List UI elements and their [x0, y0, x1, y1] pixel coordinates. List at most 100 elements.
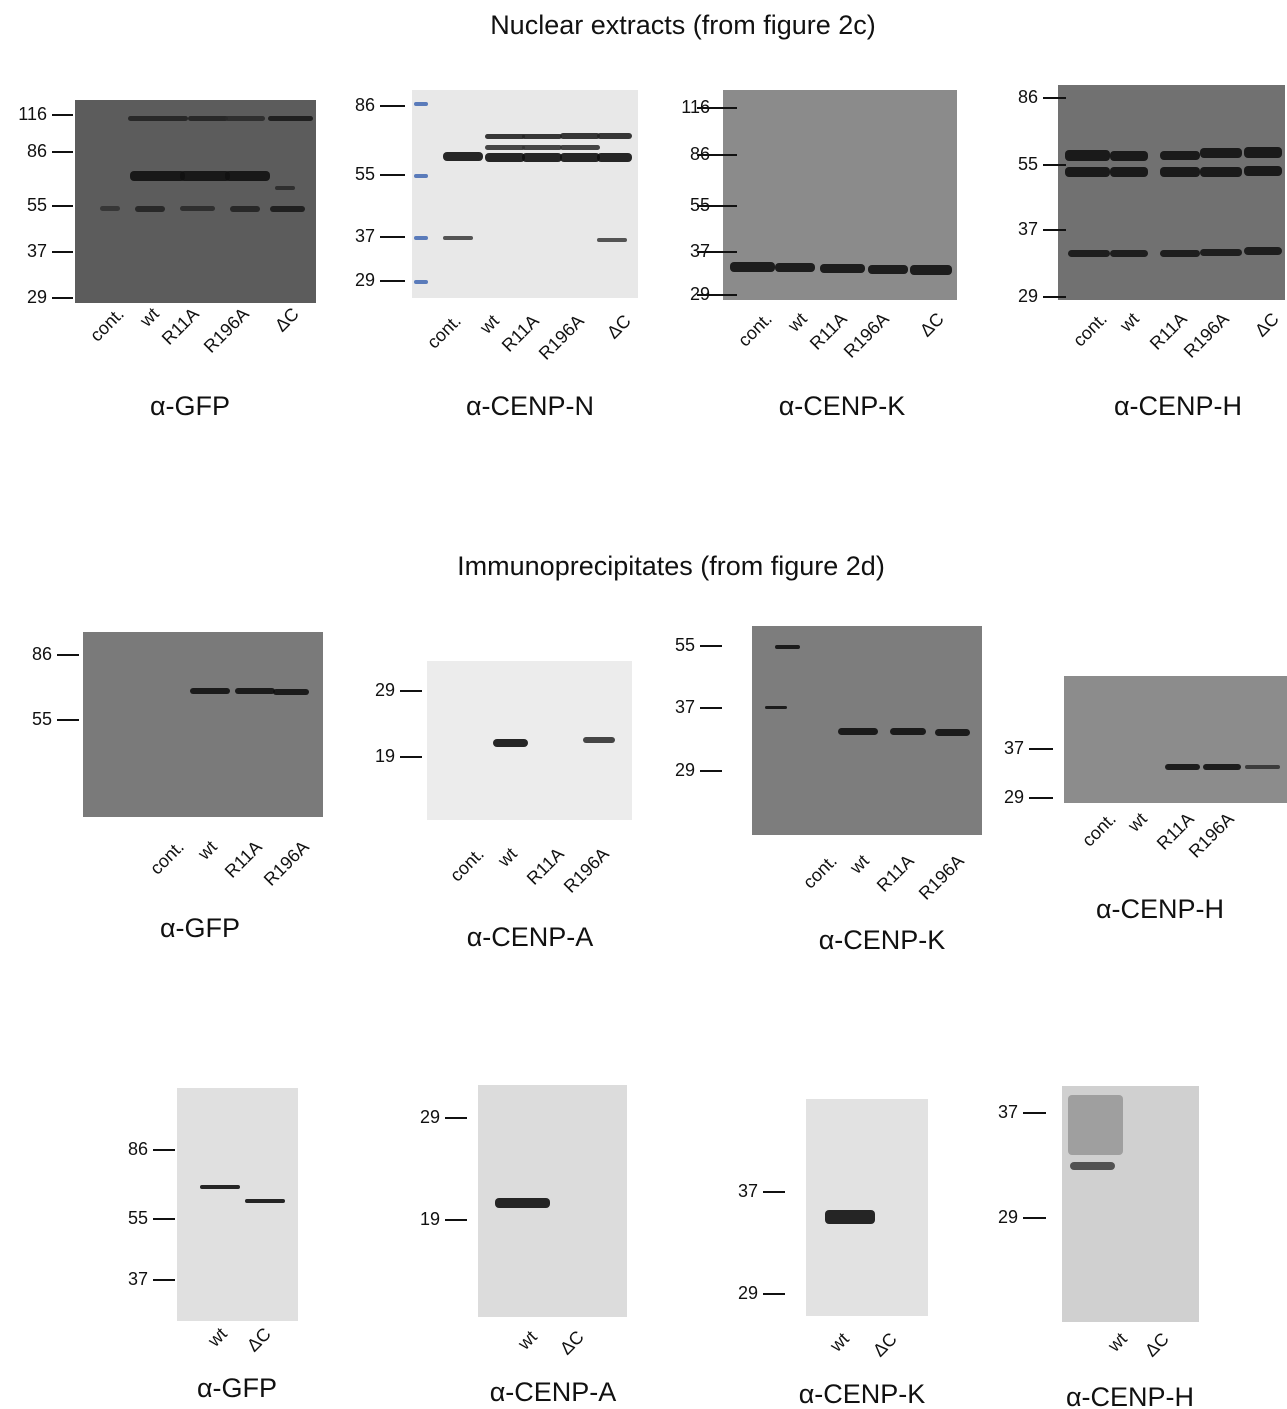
- marker-label: 29: [675, 760, 695, 780]
- marker-label: 55: [128, 1208, 148, 1228]
- band: [1065, 167, 1110, 177]
- lane-label: ΔC: [869, 1329, 901, 1361]
- band: [1160, 167, 1200, 177]
- lane-label: cont.: [799, 851, 841, 893]
- lane-label: ΔC: [603, 311, 635, 343]
- band: [1245, 765, 1280, 769]
- lane-label: wt: [1115, 309, 1143, 337]
- band: [597, 238, 627, 242]
- antibody-label: α-GFP: [197, 1373, 277, 1403]
- band: [130, 171, 185, 181]
- marker-label: 55: [32, 709, 52, 729]
- lane-label: ΔC: [1251, 309, 1283, 341]
- lane-label: R196A: [560, 844, 613, 897]
- marker-label: 29: [738, 1283, 758, 1303]
- lane-label: ΔC: [271, 304, 303, 336]
- band: [597, 153, 632, 162]
- lane-label: ΔC: [916, 309, 948, 341]
- lane-label: ΔC: [1141, 1329, 1173, 1361]
- band: [1160, 250, 1200, 257]
- antibody-label: α-CENP-K: [779, 391, 906, 421]
- lane-label: cont.: [734, 309, 776, 351]
- band: [273, 689, 309, 695]
- lane-label: cont.: [1069, 309, 1111, 351]
- band: [910, 265, 952, 275]
- marker-label: 37: [675, 697, 695, 717]
- lane-label: R196A: [1185, 809, 1238, 862]
- lane-label: wt: [193, 837, 221, 865]
- band: [1065, 150, 1110, 161]
- band: [493, 739, 528, 747]
- band: [1165, 764, 1200, 770]
- marker-label: 29: [1004, 787, 1024, 807]
- band: [1110, 167, 1148, 177]
- lane-label: wt: [1123, 809, 1151, 837]
- marker-label: 55: [690, 195, 710, 215]
- band: [820, 264, 865, 273]
- marker-label: 29: [420, 1107, 440, 1127]
- antibody-label: α-CENP-K: [819, 925, 946, 955]
- band: [935, 729, 970, 736]
- band: [1110, 151, 1148, 161]
- blot: [1064, 676, 1287, 803]
- band: [414, 174, 428, 178]
- antibody-label: α-CENP-K: [799, 1379, 926, 1409]
- blot: [806, 1099, 928, 1316]
- band: [775, 263, 815, 272]
- band: [1068, 250, 1110, 257]
- band: [1070, 1162, 1115, 1170]
- band: [1203, 764, 1241, 770]
- marker-label: 37: [128, 1269, 148, 1289]
- band: [1200, 249, 1242, 256]
- antibody-label: α-CENP-A: [490, 1377, 617, 1407]
- band: [1200, 148, 1242, 158]
- band: [522, 153, 562, 162]
- band: [235, 688, 275, 694]
- band: [522, 134, 562, 139]
- band: [230, 206, 260, 212]
- marker-label: 37: [690, 241, 710, 261]
- lane-label: R196A: [200, 304, 253, 357]
- lane-label: wt: [203, 1324, 231, 1352]
- band: [128, 116, 188, 121]
- band: [765, 706, 787, 709]
- band: [200, 1185, 240, 1189]
- antibody-label: α-GFP: [150, 391, 230, 421]
- band: [443, 236, 473, 240]
- band: [838, 728, 878, 735]
- lane-label: R196A: [1180, 309, 1233, 362]
- band: [485, 153, 525, 162]
- lane-label: R196A: [260, 837, 313, 890]
- lane-label: ΔC: [243, 1324, 275, 1356]
- band: [1244, 166, 1282, 176]
- lane-label: cont.: [86, 304, 128, 346]
- band: [1160, 151, 1200, 160]
- lane-label: cont.: [146, 837, 188, 879]
- antibody-label: α-GFP: [160, 913, 240, 943]
- lane-label: cont.: [446, 844, 488, 886]
- band: [188, 116, 228, 121]
- lane-label: R196A: [915, 851, 968, 904]
- lane-label: wt: [825, 1329, 853, 1357]
- antibody-label: α-CENP-H: [1114, 391, 1242, 421]
- band: [1200, 167, 1242, 177]
- marker-label: 55: [675, 635, 695, 655]
- marker-label: 29: [355, 270, 375, 290]
- band: [100, 206, 120, 211]
- blot: [75, 100, 316, 303]
- blot: [412, 90, 638, 298]
- blot: [83, 632, 323, 817]
- marker-label: 29: [690, 284, 710, 304]
- band: [225, 171, 270, 181]
- blot: [1058, 85, 1285, 300]
- marker-label: 55: [27, 195, 47, 215]
- band: [890, 728, 926, 735]
- marker-label: 37: [1004, 738, 1024, 758]
- lane-label: wt: [135, 304, 163, 332]
- lane-label: wt: [493, 844, 521, 872]
- marker-label: 19: [375, 746, 395, 766]
- band: [268, 116, 313, 121]
- marker-label: 86: [32, 644, 52, 664]
- lane-label: R11A: [158, 304, 203, 349]
